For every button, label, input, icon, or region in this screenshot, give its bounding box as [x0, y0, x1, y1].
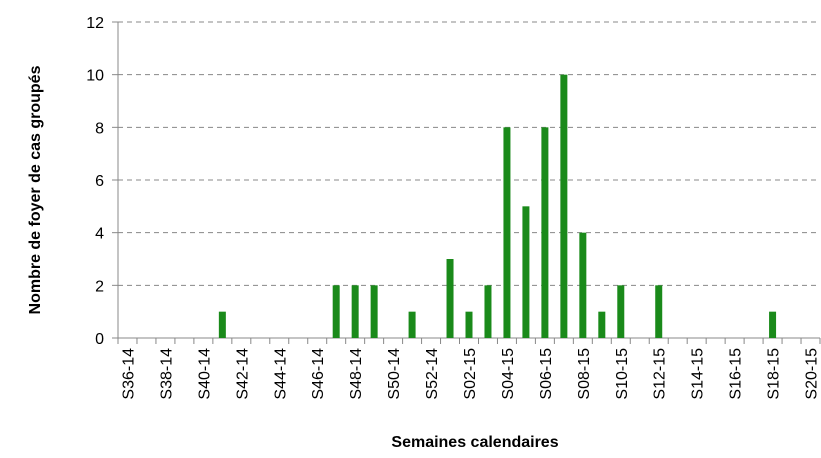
- x-tick-label: S04-15: [500, 348, 517, 400]
- x-tick-label: S52-14: [424, 348, 441, 400]
- x-axis-title: Semaines calendaires: [391, 434, 558, 451]
- x-tick-label: S50-14: [386, 348, 403, 400]
- bar: [332, 285, 340, 338]
- y-tick-label: 8: [95, 120, 104, 137]
- x-tick-label: S18-15: [766, 348, 783, 400]
- x-tick-label: S08-15: [576, 348, 593, 400]
- bar: [408, 311, 416, 338]
- y-tick-label: 2: [95, 278, 104, 295]
- x-tick-label: S16-15: [728, 348, 745, 400]
- y-tick-label: 6: [95, 173, 104, 190]
- bar: [218, 311, 226, 338]
- x-tick-label: S38-14: [158, 348, 175, 400]
- bar: [522, 206, 530, 338]
- bar: [769, 311, 777, 338]
- x-tick-label: S12-15: [652, 348, 669, 400]
- y-tick-label: 10: [86, 68, 104, 85]
- bar: [579, 232, 587, 338]
- x-tick-label: S42-14: [234, 348, 251, 400]
- x-tick-label: S46-14: [310, 348, 327, 400]
- bar: [503, 127, 511, 338]
- x-tick-label: S06-15: [538, 348, 555, 400]
- x-tick-label: S10-15: [614, 348, 631, 400]
- x-tick-label: S48-14: [348, 348, 365, 400]
- y-tick-label: 4: [95, 226, 104, 243]
- bar: [617, 285, 625, 338]
- bar: [351, 285, 359, 338]
- bar: [446, 259, 454, 338]
- bar: [465, 311, 473, 338]
- bar: [370, 285, 378, 338]
- bar: [541, 127, 549, 338]
- x-tick-label: S20-15: [804, 348, 821, 400]
- bar: [655, 285, 663, 338]
- x-tick-label: S14-15: [690, 348, 707, 400]
- x-tick-label: S44-14: [272, 348, 289, 400]
- bar: [598, 311, 606, 338]
- y-tick-label: 0: [95, 331, 104, 348]
- x-tick-label: S02-15: [462, 348, 479, 400]
- x-tick-label: S40-14: [196, 348, 213, 400]
- bar: [484, 285, 492, 338]
- y-axis-title: Nombre de foyer de cas groupés: [27, 65, 44, 314]
- y-tick-label: 12: [86, 15, 104, 32]
- bar: [560, 74, 568, 339]
- x-tick-label: S36-14: [120, 348, 137, 400]
